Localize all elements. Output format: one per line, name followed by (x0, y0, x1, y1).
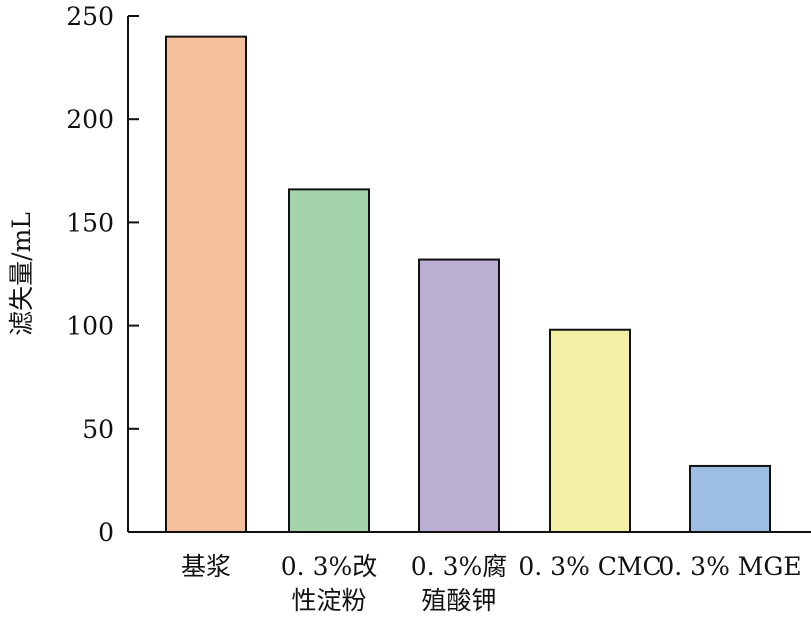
bar (165, 35, 247, 533)
y-axis: 0 50 100 150 200 250 (66, 2, 139, 547)
bar (689, 464, 771, 533)
bar (288, 188, 370, 533)
y-tick-label: 200 (66, 105, 114, 134)
y-tick-label: 100 (66, 312, 114, 341)
category-label: 0. 3% MGE (658, 552, 801, 581)
y-tick-label: 0 (98, 518, 114, 547)
y-tick-label: 150 (66, 208, 114, 237)
y-tick-label: 50 (82, 415, 114, 444)
category-label: 0. 3%腐 (411, 552, 507, 581)
bars (165, 35, 771, 533)
category-label: 基浆 (181, 552, 231, 581)
category-label: 殖酸钾 (421, 586, 496, 615)
category-label: 0. 3% CMC (518, 552, 661, 581)
category-label: 0. 3%改 (281, 552, 377, 581)
bar (418, 258, 500, 533)
bar (549, 328, 631, 533)
category-label: 性淀粉 (291, 586, 366, 615)
y-axis-title: 滤失量/mL (7, 212, 36, 336)
y-tick-label: 250 (66, 2, 114, 31)
